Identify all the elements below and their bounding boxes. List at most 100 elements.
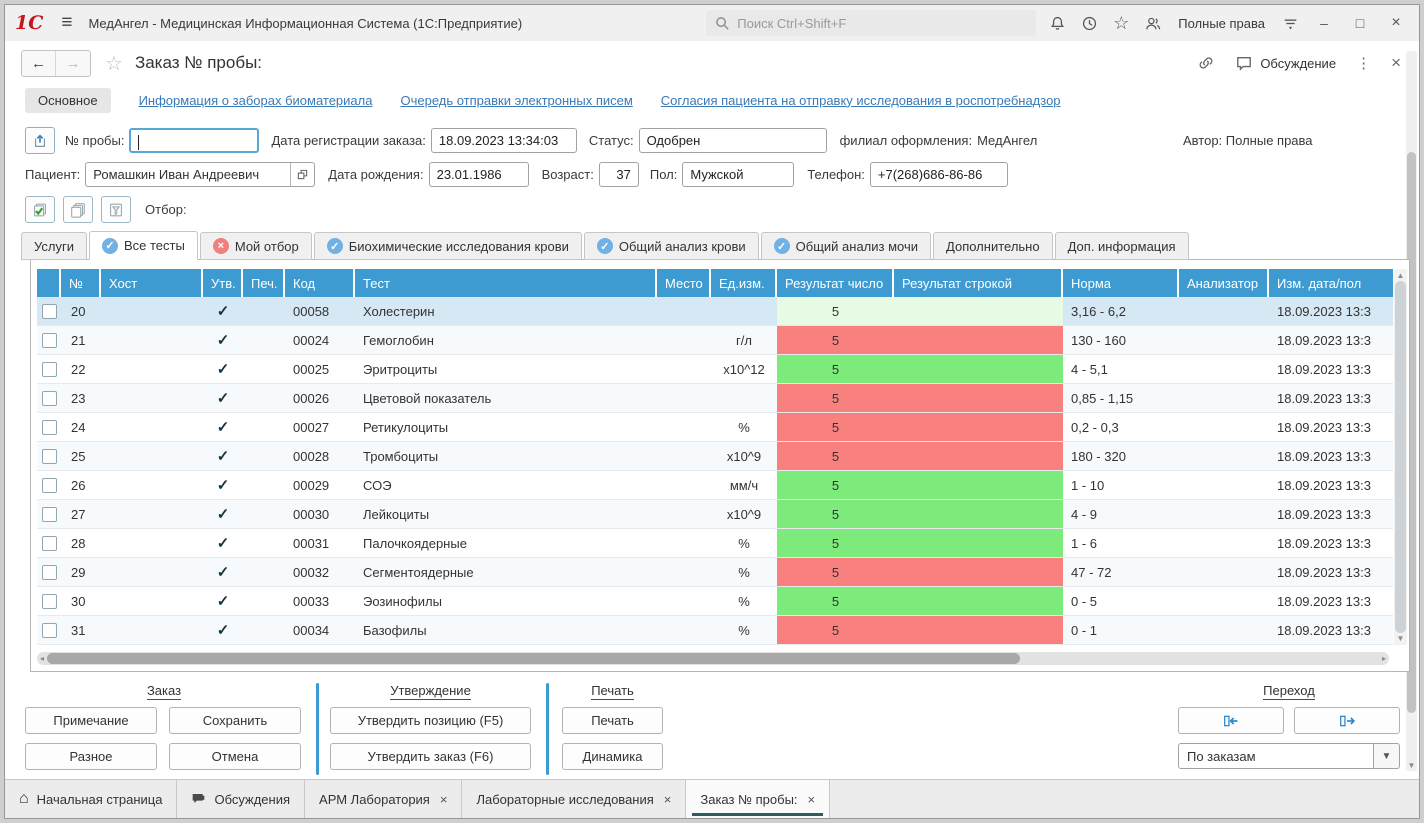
test-tab[interactable]: ✓Общий анализ мочи (761, 232, 931, 260)
age-input[interactable] (599, 162, 639, 187)
service-menu-icon[interactable] (1279, 12, 1301, 34)
taskbar-tab[interactable]: Обсуждения (177, 780, 305, 818)
table-row[interactable]: 23✓00026Цветовой показатель50,85 - 1,151… (37, 384, 1393, 413)
table-horizontal-scrollbar[interactable]: ◂ ▸ (37, 652, 1389, 665)
test-tab[interactable]: ✓Все тесты (89, 231, 198, 260)
table-vertical-scrollbar[interactable]: ▲ ▼ (1394, 269, 1407, 645)
users-icon[interactable] (1142, 12, 1164, 34)
save-button[interactable]: Сохранить (169, 707, 301, 734)
more-menu-icon[interactable]: ⋮ (1356, 54, 1371, 72)
table-row[interactable]: 20✓00058Холестерин53,16 - 6,218.09.2023 … (37, 297, 1393, 326)
global-search-input[interactable]: Поиск Ctrl+Shift+F (706, 10, 1036, 36)
row-checkbox[interactable] (37, 587, 61, 615)
taskbar-tab[interactable]: ⌂Начальная страница (5, 780, 177, 818)
col-Утв.[interactable]: Утв. (203, 269, 243, 297)
notifications-icon[interactable] (1046, 12, 1068, 34)
checkbox[interactable] (42, 420, 57, 435)
col-№[interactable]: № (61, 269, 101, 297)
checkbox[interactable] (42, 623, 57, 638)
tab-main-section[interactable]: Основное (25, 88, 111, 113)
scroll-up-icon[interactable]: ▲ (1394, 271, 1407, 280)
table-row[interactable]: 25✓00028Тромбоцитыx10^95180 - 32018.09.2… (37, 442, 1393, 471)
print-button[interactable]: Печать (562, 707, 663, 734)
col-checkbox[interactable] (37, 269, 61, 297)
table-row[interactable]: 28✓00031Палочкоядерные%51 - 618.09.2023 … (37, 529, 1393, 558)
row-checkbox[interactable] (37, 326, 61, 354)
col-Печ.[interactable]: Печ. (243, 269, 285, 297)
maximize-button[interactable]: □ (1347, 15, 1373, 31)
col-Анализатор[interactable]: Анализатор (1179, 269, 1269, 297)
back-button[interactable]: ← (22, 51, 56, 76)
check-all-button[interactable] (25, 196, 55, 223)
checkbox[interactable] (42, 478, 57, 493)
checkbox[interactable] (42, 391, 57, 406)
discussion-button[interactable]: Обсуждение (1235, 55, 1336, 71)
row-checkbox[interactable] (37, 355, 61, 383)
row-checkbox[interactable] (37, 500, 61, 528)
section-link[interactable]: Согласия пациента на отправку исследован… (661, 93, 1061, 108)
approve-order-button[interactable]: Утвердить заказ (F6) (330, 743, 531, 770)
close-tab-icon[interactable]: × (440, 792, 448, 807)
col-Норма[interactable]: Норма (1063, 269, 1179, 297)
checkbox[interactable] (42, 362, 57, 377)
scroll-right-icon[interactable]: ▸ (1382, 654, 1386, 663)
phone-input[interactable] (870, 162, 1008, 187)
patient-open-icon[interactable] (290, 163, 314, 186)
table-row[interactable]: 21✓00024Гемоглобинг/л5130 - 16018.09.202… (37, 326, 1393, 355)
taskbar-tab[interactable]: Заказ № пробы:× (686, 780, 830, 818)
go-next-order-button[interactable] (1294, 707, 1400, 734)
col-Место[interactable]: Место (657, 269, 711, 297)
status-input[interactable] (639, 128, 827, 153)
test-tab[interactable]: Услуги (21, 232, 87, 260)
col-Код[interactable]: Код (285, 269, 355, 297)
horizontal-scroll-thumb[interactable] (47, 653, 1020, 664)
close-form-button[interactable]: × (1391, 53, 1401, 73)
main-menu-icon[interactable]: ≡ (61, 12, 72, 34)
sample-no-input[interactable] (129, 128, 259, 153)
row-checkbox[interactable] (37, 384, 61, 412)
col-Хост[interactable]: Хост (101, 269, 203, 297)
gender-input[interactable] (682, 162, 794, 187)
minimize-button[interactable]: – (1311, 15, 1337, 31)
col-Ед.изм.[interactable]: Ед.изм. (711, 269, 777, 297)
user-role-label[interactable]: Полные права (1178, 16, 1265, 31)
table-row[interactable]: 24✓00027Ретикулоциты%50,2 - 0,318.09.202… (37, 413, 1393, 442)
dynamics-button[interactable]: Динамика (562, 743, 663, 770)
table-row[interactable]: 26✓00029СОЭмм/ч51 - 1018.09.2023 13:3 (37, 471, 1393, 500)
note-button[interactable]: Примечание (25, 707, 157, 734)
scroll-left-icon[interactable]: ◂ (40, 654, 44, 663)
table-row[interactable]: 31✓00034Базофилы%50 - 118.09.2023 13:3 (37, 616, 1393, 645)
favorite-star-icon[interactable]: ☆ (105, 51, 123, 76)
close-tab-icon[interactable]: × (808, 792, 816, 807)
checkbox[interactable] (42, 565, 57, 580)
transition-mode-select[interactable]: По заказам ▼ (1178, 743, 1400, 769)
history-icon[interactable] (1078, 12, 1100, 34)
open-in-new-window-button[interactable] (25, 127, 55, 154)
cancel-button[interactable]: Отмена (169, 743, 301, 770)
col-Результат число[interactable]: Результат число (777, 269, 894, 297)
close-tab-icon[interactable]: × (664, 792, 672, 807)
test-tab[interactable]: ×Мой отбор (200, 232, 312, 260)
test-tab[interactable]: ✓Биохимические исследования крови (314, 232, 582, 260)
section-link[interactable]: Информация о заборах биоматериала (139, 93, 373, 108)
birth-input[interactable] (429, 162, 529, 187)
checkbox[interactable] (42, 304, 57, 319)
test-tab[interactable]: Доп. информация (1055, 232, 1189, 260)
row-checkbox[interactable] (37, 413, 61, 441)
approve-position-button[interactable]: Утвердить позицию (F5) (330, 707, 531, 734)
filter-button[interactable] (101, 196, 131, 223)
get-link-icon[interactable] (1197, 54, 1215, 72)
patient-input[interactable]: Ромашкин Иван Андреевич (85, 162, 315, 187)
table-row[interactable]: 29✓00032Сегментоядерные%547 - 7218.09.20… (37, 558, 1393, 587)
copy-button[interactable] (63, 196, 93, 223)
taskbar-tab[interactable]: АРМ Лаборатория× (305, 780, 462, 818)
chevron-down-icon[interactable]: ▼ (1374, 743, 1400, 769)
row-checkbox[interactable] (37, 297, 61, 325)
table-row[interactable]: 22✓00025Эритроцитыx10^1254 - 5,118.09.20… (37, 355, 1393, 384)
test-tab[interactable]: Дополнительно (933, 232, 1053, 260)
row-checkbox[interactable] (37, 558, 61, 586)
taskbar-tab[interactable]: Лабораторные исследования× (462, 780, 686, 818)
table-row[interactable]: 30✓00033Эозинофилы%50 - 518.09.2023 13:3 (37, 587, 1393, 616)
go-previous-order-button[interactable] (1178, 707, 1284, 734)
col-Изм. дата/пол[interactable]: Изм. дата/пол (1269, 269, 1393, 297)
